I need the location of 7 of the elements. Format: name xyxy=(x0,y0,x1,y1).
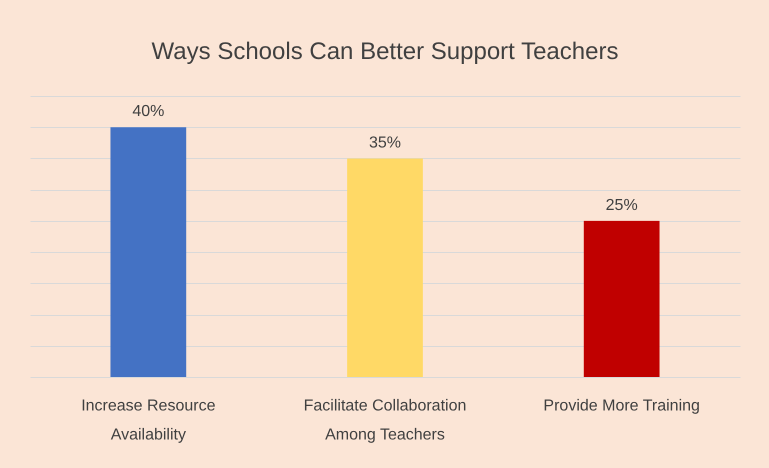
data-label: 40% xyxy=(132,103,164,120)
x-tick-label: Provide More Training xyxy=(543,398,700,414)
data-label: 35% xyxy=(368,134,402,152)
x-tick-label: Facilitate Collaboration Among Teachers xyxy=(304,398,466,444)
chart-title: Ways Schools Can Better Support Teachers xyxy=(152,38,618,65)
x-tick-label: Increase Resource Availability xyxy=(81,398,216,444)
data-label: 25% xyxy=(606,196,638,214)
